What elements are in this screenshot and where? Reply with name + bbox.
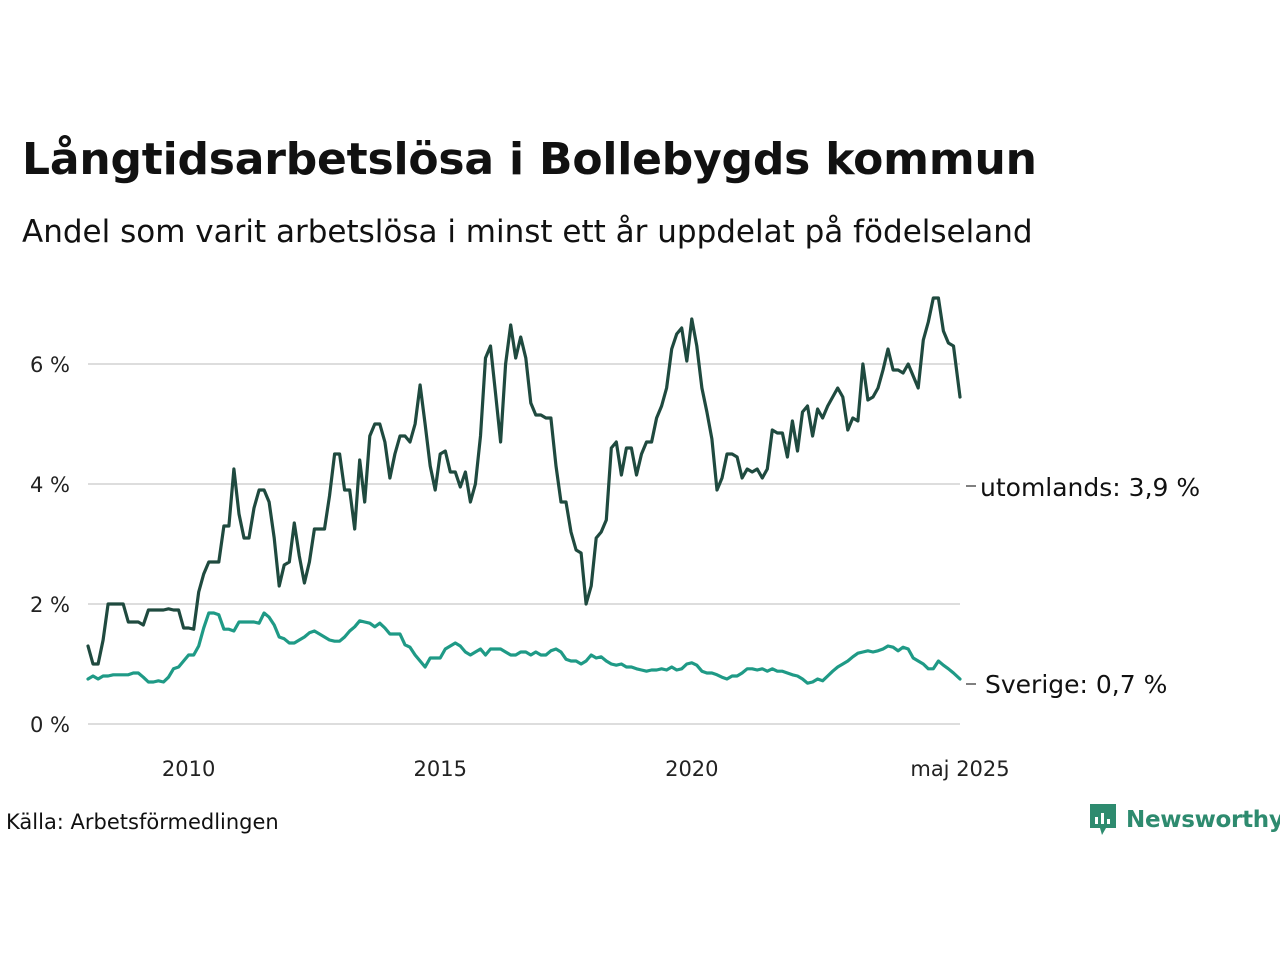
source-note: Källa: Arbetsförmedlingen (6, 810, 279, 834)
series-line-sverige (86, 611, 962, 685)
newsworthy-logo: Newsworthy (1088, 802, 1280, 838)
end-labels: utomlands: 3,9 % Sverige: 0,7 % (966, 473, 1200, 699)
series-lines (86, 296, 962, 685)
newsworthy-icon (1090, 804, 1116, 835)
chart-subtitle: Andel som varit arbetslösa i minst ett å… (22, 214, 1033, 250)
grid-lines (88, 363, 960, 725)
y-tick-label: 4 % (30, 473, 70, 497)
y-tick-label: 6 % (30, 353, 70, 377)
x-tick-label: 2015 (413, 757, 466, 781)
end-label-utomlands: utomlands: 3,9 % (980, 473, 1200, 502)
brand-name: Newsworthy (1126, 807, 1280, 833)
end-label-sverige: Sverige: 0,7 % (985, 670, 1167, 699)
y-axis-ticks: 0 % 2 % 4 % 6 % (30, 353, 70, 737)
x-tick-label: 2020 (665, 757, 718, 781)
x-tick-label: maj 2025 (910, 757, 1009, 781)
chart-title: Långtidsarbetslösa i Bollebygds kommun (22, 134, 1037, 185)
y-tick-label: 2 % (30, 593, 70, 617)
series-line-utomlands (86, 296, 962, 666)
x-tick-label: 2010 (162, 757, 215, 781)
y-tick-label: 0 % (30, 713, 70, 737)
x-axis-ticks: 2010 2015 2020 maj 2025 (162, 757, 1010, 781)
